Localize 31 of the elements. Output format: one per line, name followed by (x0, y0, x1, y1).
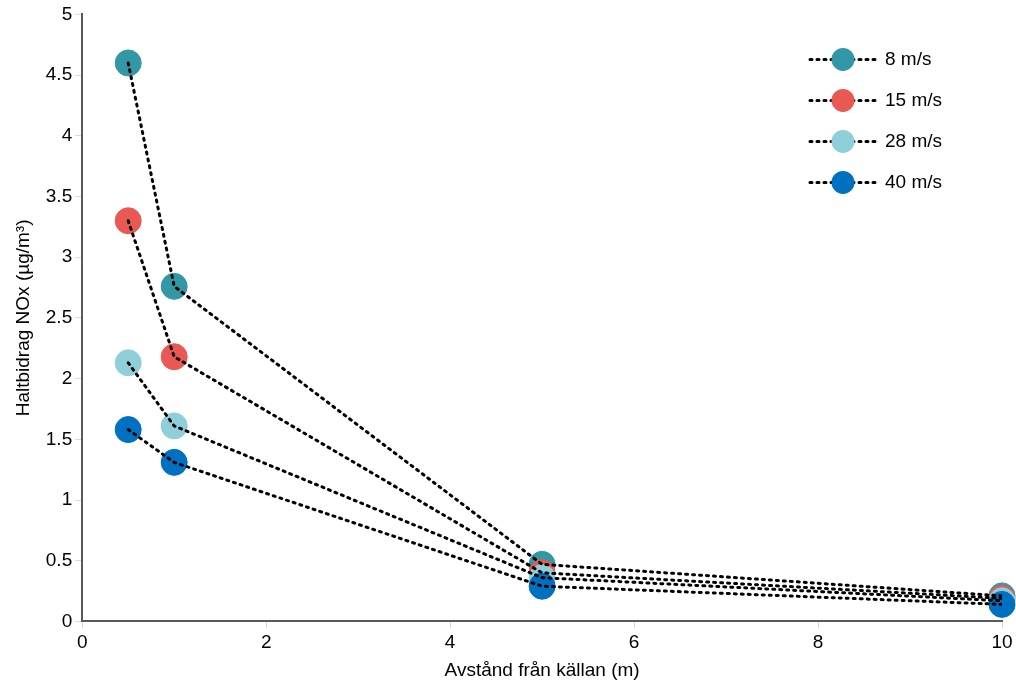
y-tick-label: 1.5 (45, 427, 73, 449)
legend-label: 8 m/s (884, 47, 932, 69)
y-tick-label: 2.5 (45, 306, 73, 328)
legend-label: 28 m/s (884, 129, 943, 151)
point (114, 416, 142, 444)
y-tick-label: 5 (61, 2, 73, 24)
y-tick-label: 3 (61, 245, 73, 267)
y-tick-label: 3.5 (45, 184, 73, 206)
point (160, 343, 188, 371)
legend-label: 15 m/s (884, 88, 943, 110)
y-tick-label: 0.5 (45, 548, 73, 570)
point (114, 207, 142, 235)
point (114, 349, 142, 377)
x-axis-title: Avstånd från källan (m) (444, 658, 640, 680)
y-tick-label: 4 (61, 124, 73, 146)
point (160, 272, 188, 300)
x-tick-label: 0 (76, 631, 88, 653)
y-tick-label: 0 (61, 609, 73, 631)
y-tick-label: 4.5 (45, 63, 73, 85)
point (160, 448, 188, 476)
x-tick-label: 10 (991, 631, 1013, 653)
x-tick-label: 6 (628, 631, 640, 653)
x-tick-label: 2 (260, 631, 272, 653)
y-tick-label: 2 (61, 366, 73, 388)
x-tick-label: 8 (812, 631, 824, 653)
point (114, 49, 142, 77)
legend-label: 40 m/s (884, 170, 943, 192)
point (160, 412, 188, 440)
y-axis-title: Haltbidrag NOx (µg/m³) (11, 219, 33, 417)
y-tick-label: 1 (61, 488, 73, 510)
x-tick-label: 4 (444, 631, 456, 653)
